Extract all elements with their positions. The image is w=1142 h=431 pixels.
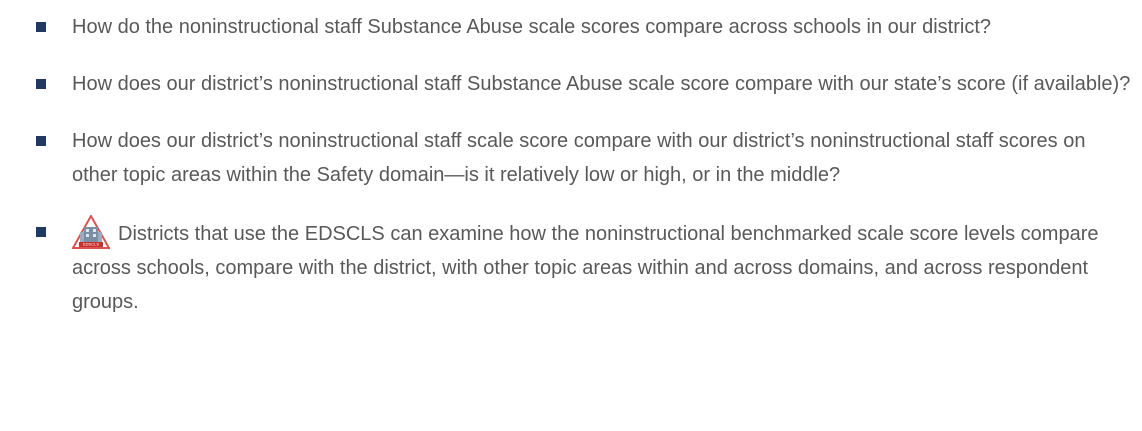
bullet	[36, 79, 46, 89]
bullet	[36, 227, 46, 237]
question-list: How do the noninstructional staff Substa…	[0, 10, 1132, 319]
item-text: How does our district’s noninstructional…	[72, 73, 1131, 95]
list-item: How do the noninstructional staff Substa…	[0, 10, 1132, 44]
item-text: How does our district’s noninstructional…	[72, 130, 1086, 186]
icon-label: EDSCLS	[83, 242, 99, 247]
edscls-icon: EDSCLS	[72, 215, 110, 249]
list-item: How does our district’s noninstructional…	[0, 124, 1132, 192]
bullet	[36, 136, 46, 146]
list-item: EDSCLS Districts that use the EDSCLS can…	[0, 215, 1132, 319]
item-text: Districts that use the EDSCLS can examin…	[72, 223, 1099, 313]
item-text: How do the noninstructional staff Substa…	[72, 16, 991, 38]
list-item: How does our district’s noninstructional…	[0, 67, 1132, 101]
bullet	[36, 22, 46, 32]
